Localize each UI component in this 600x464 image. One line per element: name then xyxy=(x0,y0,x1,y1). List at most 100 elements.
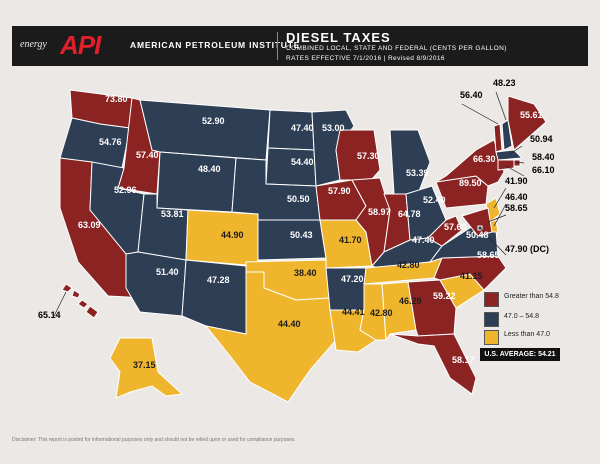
state-shape-hi xyxy=(61,283,73,293)
header-divider xyxy=(277,32,278,60)
state-label-nc: 58.65 xyxy=(477,250,500,260)
leader-line-ct xyxy=(505,165,525,177)
leader-line-ma xyxy=(509,145,523,155)
state-label-ct: 66.10 xyxy=(532,165,555,175)
state-shape-az xyxy=(125,251,187,317)
state-shape-hi-3 xyxy=(85,305,99,319)
state-label-mo: 41.70 xyxy=(339,235,362,245)
leader-line-nh xyxy=(495,91,507,121)
state-label-ut: 53.81 xyxy=(161,209,184,219)
us-average-badge: U.S. AVERAGE: 54.21 xyxy=(480,348,560,361)
state-label-mt: 52.90 xyxy=(202,116,225,126)
state-label-wi: 57.30 xyxy=(357,151,380,161)
state-label-mn: 53.00 xyxy=(322,123,345,133)
state-shape-wv xyxy=(427,215,463,247)
state-shape-fl xyxy=(389,333,477,395)
logo-api-text: API xyxy=(60,30,101,60)
state-label-ms: 42.80 xyxy=(370,308,393,318)
header-bar: energy API AMERICAN PETROLEUM INSTITUTE … xyxy=(12,26,588,66)
leader-line-de xyxy=(493,203,507,227)
state-label-wv: 57.60 xyxy=(444,222,467,232)
legend-label-high: Greater than 54.8 xyxy=(504,293,559,300)
state-shape-ny xyxy=(435,139,505,187)
state-label-tn: 42.80 xyxy=(397,260,420,270)
state-shape-ak xyxy=(109,337,184,399)
state-shape-nh xyxy=(501,119,513,151)
page-title: DIESEL TAXES xyxy=(286,30,391,45)
state-shape-ct xyxy=(497,159,515,171)
state-label-ok: 38.40 xyxy=(294,268,317,278)
state-label-va: 50.48 xyxy=(466,230,489,240)
state-shape-wy xyxy=(156,151,237,213)
state-label-or: 54.76 xyxy=(99,137,122,147)
state-label-pa: 89.50 xyxy=(459,178,482,188)
state-label-az: 51.40 xyxy=(156,267,179,277)
state-label-sc: 41.15 xyxy=(460,271,483,281)
organization-name: AMERICAN PETROLEUM INSTITUTE xyxy=(130,40,301,50)
state-shape-mi xyxy=(389,129,431,195)
state-shape-al xyxy=(381,281,417,342)
state-label-wy: 48.40 xyxy=(198,164,221,174)
state-shape-sd xyxy=(265,147,317,187)
state-label-md: 58.65 xyxy=(505,203,528,213)
state-label-tx: 44.40 xyxy=(278,319,301,329)
disclaimer-text: Disclaimer: This report is posted for in… xyxy=(12,437,296,443)
state-label-ne: 50.50 xyxy=(287,194,310,204)
state-label-nh: 48.23 xyxy=(493,78,516,88)
leader-line-ri xyxy=(515,161,525,164)
state-label-ar: 47.20 xyxy=(341,274,364,284)
state-label-ca: 63.09 xyxy=(78,220,101,230)
state-label-ak: 37.15 xyxy=(133,360,156,370)
state-shape-mt xyxy=(139,99,271,161)
legend-label-mid: 47.0 – 54.8 xyxy=(504,313,540,320)
state-label-me: 55.61 xyxy=(520,110,543,120)
state-label-il: 58.97 xyxy=(368,207,391,217)
state-shape-ks xyxy=(257,219,327,261)
state-label-ia: 57.90 xyxy=(328,186,351,196)
leader-line-vt xyxy=(461,103,499,125)
state-label-co: 44.90 xyxy=(221,230,244,240)
logo-energy-text: energy xyxy=(20,39,47,50)
leader-line-hi xyxy=(53,291,67,317)
state-label-oh: 52.40 xyxy=(423,195,446,205)
state-shape-ma xyxy=(495,149,524,161)
page-subtitle: COMBINED LOCAL, STATE AND FEDERAL (CENTS… xyxy=(286,45,507,52)
legend-swatch-low xyxy=(484,330,499,345)
state-label-ma: 50.94 xyxy=(530,134,553,144)
legend-swatch-mid xyxy=(484,312,499,327)
state-label-al: 46.29 xyxy=(399,296,422,306)
state-label-in: 64.78 xyxy=(398,209,421,219)
state-shape-me xyxy=(507,95,547,151)
state-shape-nm xyxy=(181,259,247,335)
state-label-wa: 73.80 xyxy=(105,94,128,104)
state-label-ga: 59.22 xyxy=(433,291,456,301)
legend-label-low: Less than 47.0 xyxy=(504,331,550,338)
state-label-dc: 47.90 (DC) xyxy=(505,244,549,254)
state-label-id: 57.40 xyxy=(136,150,159,160)
state-label-nj: 41.90 xyxy=(505,176,528,186)
leader-line-md xyxy=(487,214,507,223)
state-label-ri: 58.40 xyxy=(532,152,555,162)
state-label-nd: 47.40 xyxy=(291,123,314,133)
state-label-ny: 66.30 xyxy=(473,154,496,164)
state-label-ks: 50.43 xyxy=(290,230,313,240)
state-shape-vt xyxy=(493,123,503,153)
state-label-nv: 52.96 xyxy=(114,185,137,195)
state-shape-ri xyxy=(513,159,521,167)
state-label-mi: 53.39 xyxy=(406,168,429,178)
state-label-nm: 47.28 xyxy=(207,275,230,285)
state-label-hi: 65.14 xyxy=(38,310,61,320)
state-label-vt: 56.40 xyxy=(460,90,483,100)
state-shape-md xyxy=(461,207,493,237)
state-label-fl: 58.17 xyxy=(452,355,475,365)
state-label-la: 44.41 xyxy=(342,307,365,317)
state-label-sd: 54.40 xyxy=(291,157,314,167)
api-logo: energy API xyxy=(12,26,124,66)
state-label-de: 46.40 xyxy=(505,192,528,202)
legend-swatch-high xyxy=(484,292,499,307)
state-shape-hi-2 xyxy=(77,299,89,309)
leader-line-nj xyxy=(493,187,507,209)
state-label-ky: 47.40 xyxy=(412,235,435,245)
effective-date: RATES EFFECTIVE 7/1/2016 | Revised 8/9/2… xyxy=(286,55,445,62)
